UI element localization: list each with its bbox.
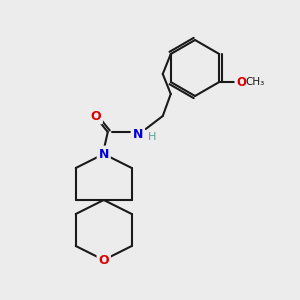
Text: N: N [99,148,109,160]
Text: H: H [148,132,156,142]
Text: O: O [236,76,246,88]
Text: O: O [90,110,101,122]
Text: CH₃: CH₃ [246,77,265,87]
Text: O: O [98,254,109,266]
Text: N: N [133,128,143,140]
